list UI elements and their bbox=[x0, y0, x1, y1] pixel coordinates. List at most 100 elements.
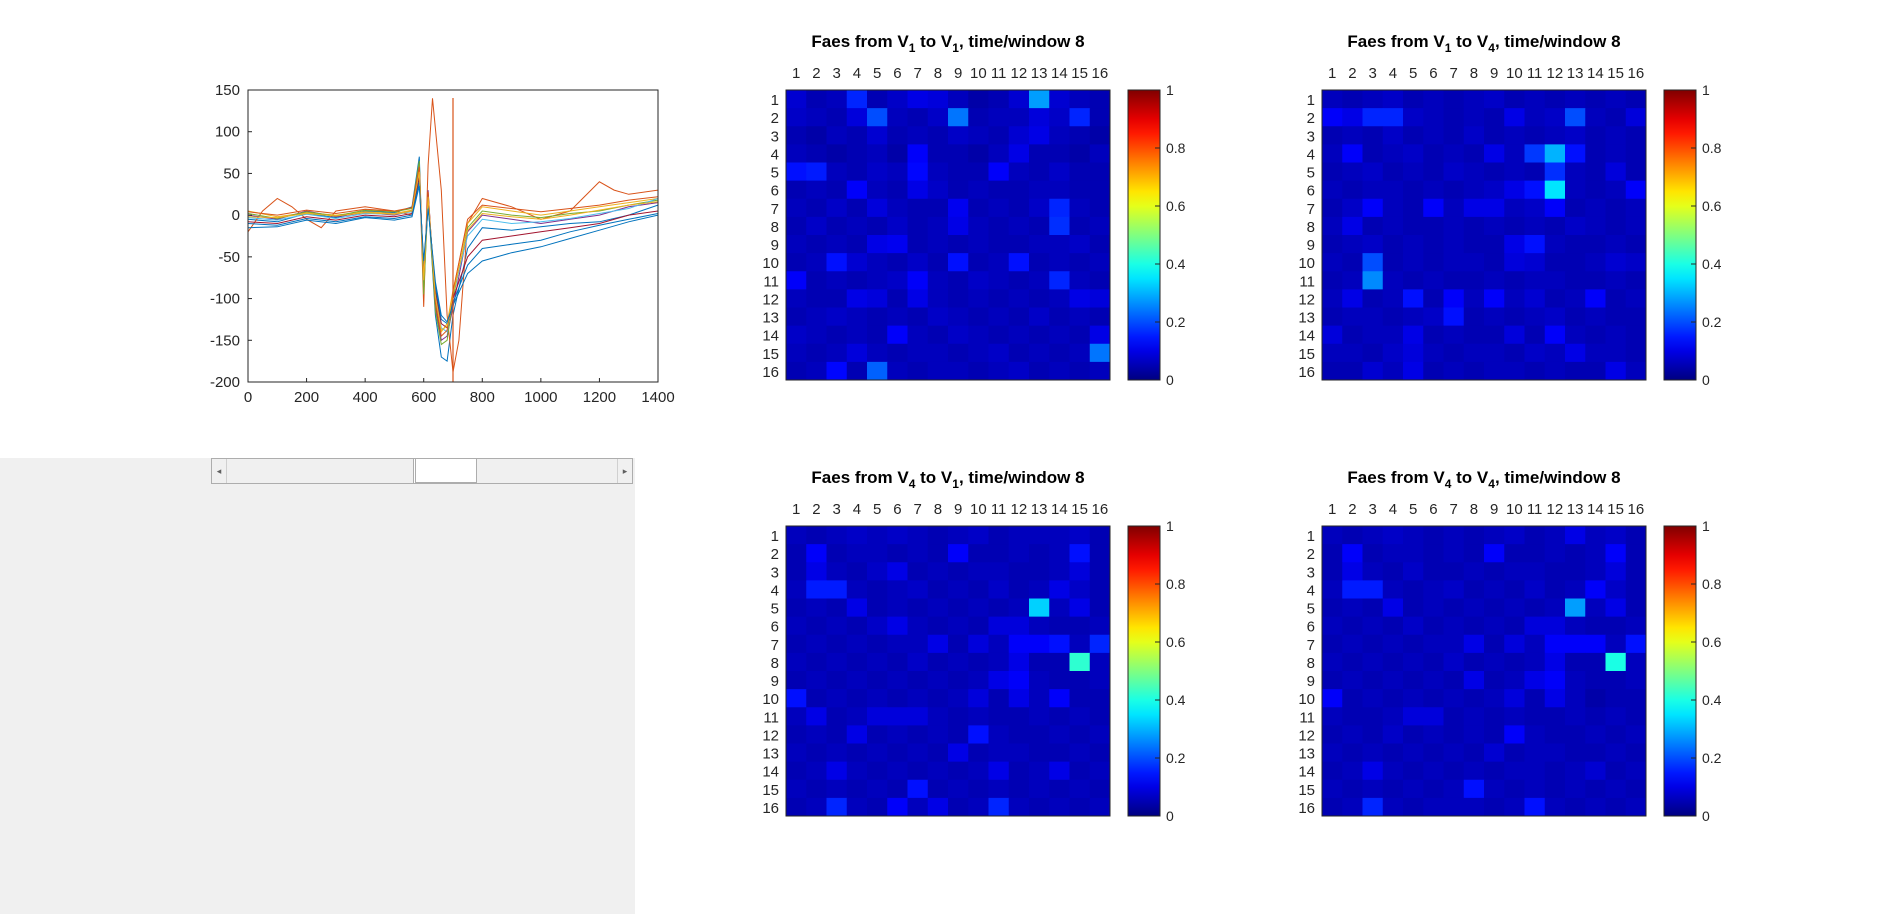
heatmap-cell bbox=[1504, 580, 1525, 600]
heatmap-cell bbox=[1322, 761, 1343, 781]
row-label: 8 bbox=[1307, 219, 1315, 236]
heatmap-cell bbox=[1625, 90, 1647, 109]
heatmap-cell bbox=[1484, 307, 1505, 327]
heatmap-cell bbox=[907, 108, 929, 127]
heatmap-cell bbox=[867, 216, 888, 236]
heatmap-cell bbox=[1443, 271, 1465, 290]
heatmap-cell bbox=[887, 235, 908, 254]
heatmap-cell bbox=[887, 307, 908, 327]
heatmap-cell bbox=[1605, 325, 1627, 345]
scroll-right-arrow-icon[interactable]: ▸ bbox=[617, 459, 632, 483]
row-label: 11 bbox=[1299, 709, 1315, 726]
time-window-slider[interactable]: ◂ ▸ bbox=[211, 458, 633, 484]
x-tick-label: 400 bbox=[353, 389, 378, 406]
heatmap-cell bbox=[1484, 707, 1505, 726]
heatmap-cell bbox=[1524, 289, 1546, 309]
heatmap-cell bbox=[1029, 289, 1050, 309]
heatmap-cell bbox=[887, 144, 908, 164]
heatmap-cell bbox=[1362, 162, 1384, 182]
heatmap-cell bbox=[1565, 616, 1586, 636]
heatmap-cell bbox=[1544, 361, 1566, 381]
slider-track-left[interactable] bbox=[227, 459, 415, 483]
heatmap-cell bbox=[1029, 725, 1050, 745]
heatmap-cell bbox=[1089, 725, 1111, 745]
heatmap-cell bbox=[948, 707, 969, 726]
heatmap-cell bbox=[1585, 108, 1606, 127]
heatmap-cell bbox=[1565, 797, 1586, 817]
heatmap-cell bbox=[867, 743, 888, 763]
heatmap-cell bbox=[948, 271, 969, 290]
heatmap-cell bbox=[1382, 797, 1404, 817]
slider-track-right[interactable] bbox=[477, 459, 619, 483]
heatmap-cell bbox=[1625, 743, 1647, 763]
column-label: 12 bbox=[1547, 65, 1564, 82]
heatmap-cell bbox=[1504, 671, 1525, 690]
heatmap-cell bbox=[1342, 180, 1363, 200]
heatmap-cell bbox=[1463, 743, 1485, 763]
heatmap-cell bbox=[1504, 144, 1525, 164]
heatmap-cell bbox=[806, 707, 827, 726]
heatmap-cell bbox=[1382, 343, 1404, 363]
heatmap-cell bbox=[907, 361, 929, 381]
heatmap-cell bbox=[1544, 198, 1566, 218]
heatmap-cell bbox=[1029, 652, 1050, 672]
heatmap-cell bbox=[1605, 307, 1627, 327]
heatmap-title: Faes from V4 to V4, time/window 8 bbox=[1347, 468, 1620, 491]
heatmap-cell bbox=[1504, 616, 1525, 636]
heatmap-cell bbox=[988, 325, 1010, 345]
heatmap-cell bbox=[927, 235, 949, 254]
heatmap-cell bbox=[1565, 198, 1586, 218]
heatmap-cell bbox=[867, 652, 888, 672]
heatmap-cell bbox=[1484, 689, 1505, 708]
heatmap-cell bbox=[786, 325, 807, 345]
heatmap-cell bbox=[1322, 725, 1343, 745]
heatmap-cell bbox=[1029, 616, 1050, 636]
heatmap-cell bbox=[927, 580, 949, 600]
heatmap-cell bbox=[1029, 598, 1050, 618]
row-label: 4 bbox=[771, 146, 779, 163]
scroll-left-arrow-icon[interactable]: ◂ bbox=[212, 459, 227, 483]
heatmap-cell bbox=[1403, 580, 1424, 600]
heatmap-cell bbox=[1484, 761, 1505, 781]
heatmap-cell bbox=[1403, 343, 1424, 363]
heatmap-cell bbox=[1625, 144, 1647, 164]
heatmap-cell bbox=[1544, 162, 1566, 182]
row-label: 3 bbox=[771, 564, 779, 581]
heatmap-cell bbox=[1484, 797, 1505, 817]
slider-thumb[interactable] bbox=[415, 459, 478, 483]
heatmap-cell bbox=[867, 108, 888, 127]
heatmap-cell bbox=[1362, 779, 1384, 799]
colorbar-label: 0.8 bbox=[1166, 140, 1186, 156]
column-label: 15 bbox=[1071, 65, 1088, 82]
heatmap-cell bbox=[1544, 90, 1566, 109]
heatmap-cell bbox=[867, 307, 888, 327]
heatmap-cell bbox=[1463, 126, 1485, 145]
heatmap-cell bbox=[1565, 108, 1586, 127]
heatmap-cell bbox=[968, 144, 989, 164]
heatmap-cell bbox=[1625, 307, 1647, 327]
series-line-8 bbox=[248, 181, 658, 325]
colorbar bbox=[1663, 525, 1697, 817]
heatmap-cell bbox=[786, 235, 807, 254]
heatmap-cell bbox=[1322, 598, 1343, 618]
heatmap-cell bbox=[1625, 725, 1647, 745]
heatmap-cell bbox=[1524, 216, 1546, 236]
heatmap-cell bbox=[927, 343, 949, 363]
heatmap-cell bbox=[1029, 580, 1050, 600]
heatmap-cell bbox=[1382, 325, 1404, 345]
column-label: 9 bbox=[1490, 501, 1498, 518]
heatmap-cell bbox=[907, 198, 929, 218]
heatmap-cell bbox=[968, 689, 989, 708]
heatmap-cell bbox=[1008, 253, 1030, 272]
heatmap-cell bbox=[1565, 343, 1586, 363]
row-label: 13 bbox=[1298, 310, 1315, 327]
heatmap-cell bbox=[846, 90, 868, 109]
heatmap-cell bbox=[1382, 198, 1404, 218]
series-line-2 bbox=[248, 98, 658, 373]
heatmap-cell bbox=[948, 562, 969, 581]
heatmap-cell bbox=[1403, 216, 1424, 236]
heatmap-cell bbox=[968, 198, 989, 218]
column-label: 8 bbox=[1470, 65, 1478, 82]
heatmap-cell bbox=[948, 361, 969, 381]
column-label: 4 bbox=[853, 65, 861, 82]
